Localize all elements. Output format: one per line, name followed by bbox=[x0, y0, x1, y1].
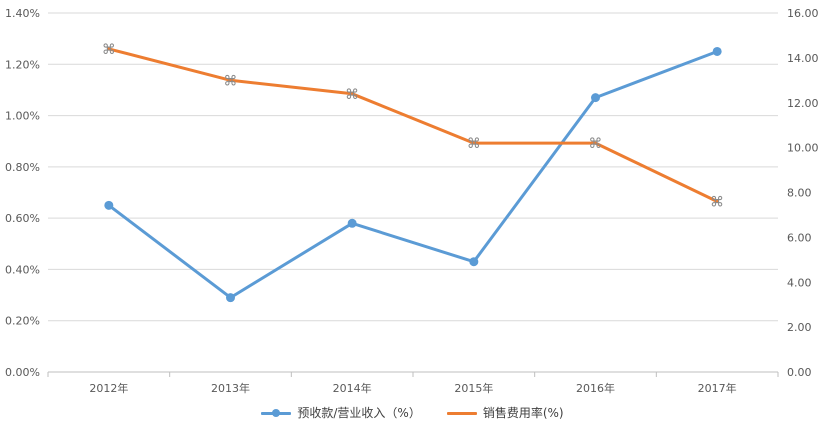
legend-label-series-2: 销售费用率(%) bbox=[482, 406, 564, 420]
data-point-series-1 bbox=[104, 200, 114, 210]
left-tick-label: 0.80% bbox=[5, 161, 40, 174]
right-tick-label: 10.00 bbox=[787, 142, 819, 155]
right-tick-label: 2.00 bbox=[787, 321, 812, 334]
legend: 预收款/营业收入（%） 销售费用率(%) bbox=[0, 404, 825, 421]
left-tick-label: 0.20% bbox=[5, 315, 40, 328]
right-tick-label: 8.00 bbox=[787, 187, 812, 200]
data-point-series-2: ⌘ bbox=[710, 194, 724, 210]
legend-swatch-series-2 bbox=[446, 407, 477, 419]
left-tick-label: 1.00% bbox=[5, 110, 40, 123]
data-point-series-2: ⌘ bbox=[345, 87, 359, 103]
x-axis: 2012年 2013年 2014年 2015年 2016年 2017年 bbox=[47, 372, 779, 395]
data-point-series-2: ⌘ bbox=[224, 73, 238, 89]
data-point-series-1 bbox=[347, 218, 357, 228]
legend-item-series-1[interactable]: 预收款/营业收入（%） bbox=[261, 404, 421, 421]
x-tick-label: 2012年 bbox=[89, 381, 128, 395]
right-tick-label: 0.00 bbox=[787, 366, 812, 379]
x-tick-label: 2013年 bbox=[211, 381, 250, 395]
data-point-series-2: ⌘ bbox=[589, 136, 603, 152]
data-point-series-2: ⌘ bbox=[467, 136, 481, 152]
right-tick-label: 4.00 bbox=[787, 276, 812, 289]
left-tick-label: 1.20% bbox=[5, 58, 40, 71]
right-tick-label: 6.00 bbox=[787, 231, 812, 244]
left-axis: 0.00% 0.20% 0.40% 0.60% 0.80% 1.00% 1.20% 1.40% bbox=[5, 7, 40, 379]
left-tick-label: 0.00% bbox=[5, 366, 40, 379]
data-point-series-1 bbox=[226, 293, 235, 303]
right-axis: 0.00 2.00 4.00 6.00 8.00 10.00 12.00 14.00 16.00 bbox=[787, 7, 819, 379]
x-tick-label: 2016年 bbox=[576, 381, 615, 395]
x-tick-label: 2017年 bbox=[698, 381, 737, 395]
data-point-series-1 bbox=[469, 257, 479, 267]
data-point-series-2: ⌘ bbox=[102, 42, 116, 58]
grid bbox=[48, 12, 778, 373]
right-tick-label: 12.00 bbox=[787, 97, 819, 110]
right-tick-label: 16.00 bbox=[787, 7, 819, 20]
series-line-1 bbox=[107, 50, 719, 300]
data-point-series-1 bbox=[712, 46, 722, 56]
left-tick-label: 1.40% bbox=[5, 7, 40, 20]
series-line-2 bbox=[107, 47, 719, 203]
left-tick-label: 0.60% bbox=[5, 212, 40, 225]
legend-swatch-series-1 bbox=[261, 407, 292, 419]
left-tick-label: 0.40% bbox=[5, 263, 40, 276]
right-tick-label: 14.00 bbox=[787, 52, 819, 65]
legend-item-series-2[interactable]: 销售费用率(%) bbox=[446, 404, 564, 421]
data-point-series-1 bbox=[591, 93, 600, 103]
series: ⌘ ⌘ ⌘ ⌘ ⌘ ⌘ bbox=[102, 42, 724, 303]
x-tick-label: 2015年 bbox=[454, 381, 493, 395]
legend-label-series-1: 预收款/营业收入（%） bbox=[297, 406, 421, 420]
x-tick-label: 2014年 bbox=[333, 381, 372, 395]
